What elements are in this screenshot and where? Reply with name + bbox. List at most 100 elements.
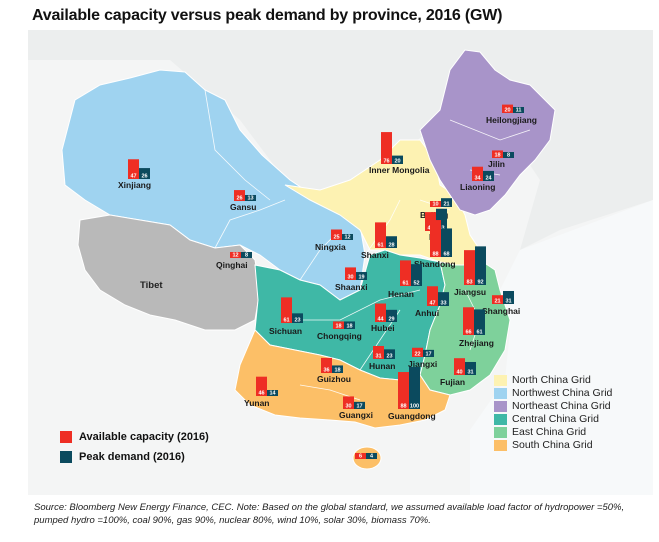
value-available-shandong: 88	[432, 252, 438, 258]
province-label-shanxi: Shanxi	[361, 250, 389, 260]
value-available-heilongjiang: 20	[504, 108, 510, 114]
province-label-guangdong: Guangdong	[388, 411, 436, 421]
legend-item-east: East China Grid	[494, 426, 654, 439]
province-label-anhui: Anhui	[415, 308, 439, 318]
value-available-qinghai: 12	[232, 253, 238, 259]
value-peak-shanghai: 31	[505, 299, 511, 305]
value-available-xinjiang: 47	[130, 174, 136, 180]
bar-peak-ningxia	[342, 234, 353, 240]
legend-swatch-peak	[60, 451, 72, 463]
bar-available-jiangsu	[464, 250, 475, 285]
bar-available-qinghai	[230, 252, 241, 258]
bar-peak-jiangsu	[475, 246, 486, 285]
bar-peak-shanxi	[386, 236, 397, 248]
value-available-yunan: 46	[258, 391, 264, 397]
legend-item-available: Available capacity (2016)	[60, 430, 260, 444]
province-borders	[204, 89, 531, 401]
bar-available-jilin	[492, 150, 503, 158]
bar-available-shaanxi	[345, 267, 356, 280]
legend-item-northeast: Northeast China Grid	[494, 400, 654, 413]
legend-item-central: Central China Grid	[494, 413, 654, 426]
chart-title: Available capacity versus peak demand by…	[32, 7, 503, 24]
bar-peak-liaoning	[483, 170, 494, 181]
province-label-hubei: Hubei	[371, 323, 395, 333]
south-grid-region	[234, 329, 451, 429]
legend-swatch-northwest	[494, 388, 507, 399]
bar-available-henan	[400, 260, 411, 286]
province-label-heilongjiang: Heilongjiang	[486, 115, 537, 125]
value-available-inner-mongolia: 76	[383, 159, 389, 165]
province-label-jiangsu: Jiangsu	[454, 287, 486, 297]
bar-peak-shaanxi	[356, 272, 367, 280]
legend-item-northwest: Northwest China Grid	[494, 387, 654, 400]
legend-swatch-central	[494, 414, 507, 425]
value-available-jiangxi: 22	[414, 352, 420, 358]
value-available-guangxi: 30	[345, 404, 351, 410]
bar-available-yunan	[256, 376, 267, 396]
bar-available-guangxi	[343, 396, 354, 409]
legend-item-north: North China Grid	[494, 374, 654, 387]
value-available-henan: 61	[402, 281, 408, 287]
legend-label-northeast: Northeast China Grid	[512, 400, 611, 412]
value-peak-zhejiang: 61	[476, 330, 482, 336]
province-label-henan: Henan	[388, 289, 414, 299]
legend-label-south: South China Grid	[512, 439, 593, 451]
province-label-fujian: Fujian	[440, 377, 465, 387]
bar-peak-shandong	[441, 228, 452, 257]
value-available-shaanxi: 30	[347, 275, 353, 281]
value-available-hainan: 6	[359, 454, 362, 460]
bar-available-chongqing	[333, 321, 344, 329]
value-available-hunan: 31	[375, 354, 381, 360]
legend-item-peak: Peak demand (2016)	[60, 450, 260, 464]
province-label-sichuan: Sichuan	[269, 326, 302, 336]
legend-swatch-east	[494, 427, 507, 438]
province-label-inner-mongolia: Inner Mongolia	[369, 165, 430, 175]
value-available-jiangsu: 83	[466, 280, 472, 286]
value-peak-anhui: 33	[440, 301, 446, 307]
bar-available-shanxi	[375, 222, 386, 248]
bar-available-sichuan	[281, 297, 292, 323]
value-available-ningxia: 25	[333, 235, 339, 241]
bar-available-liaoning	[472, 166, 483, 181]
bar-peak-heilongjiang	[513, 107, 524, 113]
bar-peak-guizhou	[332, 365, 343, 373]
bar-peak-hainan	[366, 453, 377, 459]
northeast-grid-region	[419, 49, 556, 216]
bar-peak-hebei	[436, 208, 447, 231]
province-label-yunan: Yunan	[244, 398, 270, 408]
bar-peak-shanghai	[503, 290, 514, 304]
legend-label-available: Available capacity (2016)	[79, 431, 209, 443]
bar-peak-hubei	[386, 309, 397, 322]
bar-peak-qinghai	[241, 252, 252, 258]
value-peak-shanxi: 28	[388, 243, 394, 249]
value-peak-jiangsu: 92	[477, 280, 483, 286]
legend-label-east: East China Grid	[512, 426, 587, 438]
bar-peak-sichuan	[292, 313, 303, 323]
value-peak-guizhou: 18	[334, 368, 340, 374]
bar-available-ningxia	[331, 229, 342, 240]
value-available-guangdong: 88	[400, 404, 406, 410]
value-available-sichuan: 61	[283, 318, 289, 324]
legend-label-north: North China Grid	[512, 374, 591, 386]
value-available-shanxi: 61	[377, 243, 383, 249]
bar-peak-anhui	[438, 292, 449, 306]
bar-peak-hunan	[384, 349, 395, 359]
value-peak-shandong: 68	[443, 252, 449, 258]
bar-available-inner-mongolia	[381, 132, 392, 164]
province-label-qinghai: Qinghai	[216, 260, 248, 270]
bar-peak-yunan	[267, 390, 278, 396]
value-peak-xinjiang: 26	[141, 174, 147, 180]
bar-available-hubei	[375, 303, 386, 322]
value-peak-gansu: 13	[247, 196, 253, 202]
legend-label-central: Central China Grid	[512, 413, 599, 425]
tibet-label: Tibet	[140, 280, 163, 291]
province-label-gansu: Gansu	[230, 202, 256, 212]
value-available-liaoning: 34	[474, 176, 481, 182]
bar-available-gansu	[234, 190, 245, 201]
province-label-jiangxi: Jiangxi	[408, 359, 437, 369]
province-label-zhejiang: Zhejiang	[459, 338, 494, 348]
value-peak-hunan: 23	[386, 354, 392, 360]
bar-available-xinjiang	[128, 159, 139, 179]
bar-available-zhejiang	[463, 307, 474, 335]
